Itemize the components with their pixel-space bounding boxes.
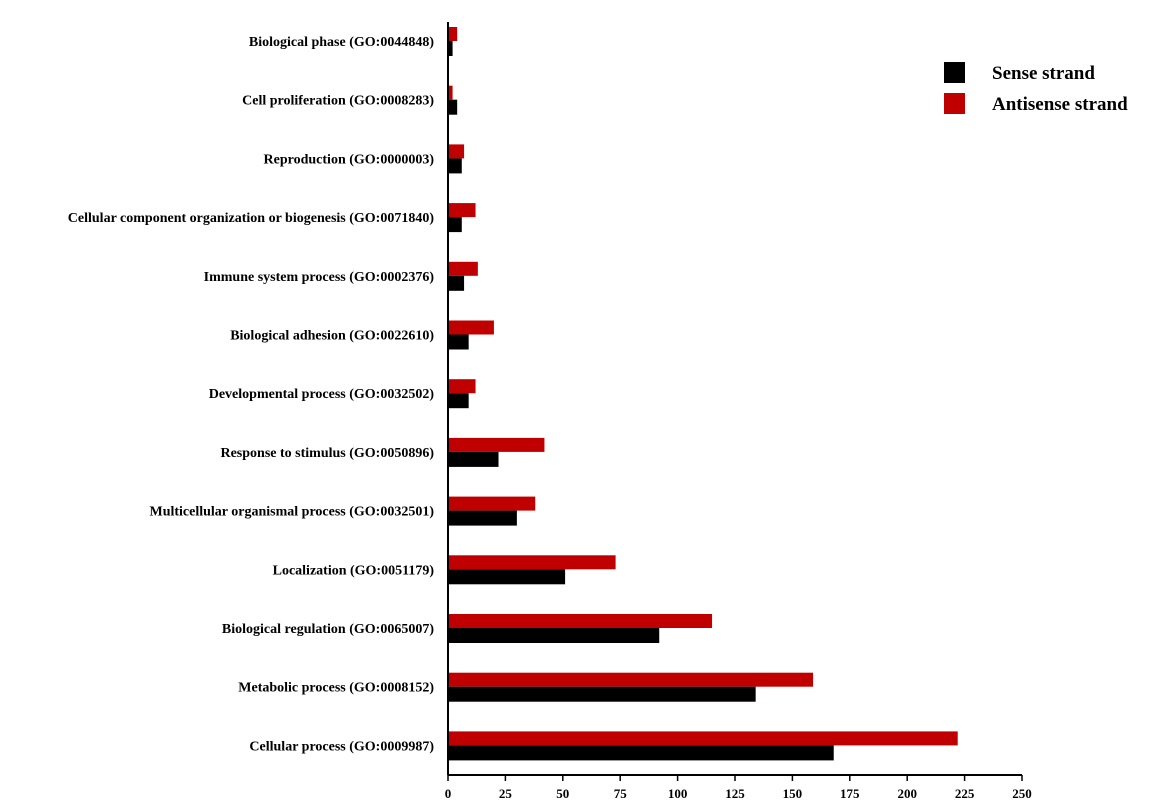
legend-swatch-antisense: [944, 93, 965, 114]
category-label-10: Biological regulation (GO:0065007): [222, 622, 434, 637]
x-tick-label-6: 150: [783, 786, 803, 801]
category-label-2: Reproduction (GO:0000003): [264, 152, 435, 167]
bar-sense-3: [448, 217, 462, 233]
bars-group: [448, 27, 958, 761]
bar-antisense-6: [448, 379, 476, 394]
category-label-12: Cellular process (GO:0009987): [249, 739, 434, 754]
x-tick-label-7: 175: [840, 786, 860, 801]
bar-antisense-2: [448, 144, 465, 159]
legend: Sense strand Antisense strand: [944, 62, 1128, 115]
category-label-5: Biological adhesion (GO:0022610): [230, 329, 434, 344]
bar-sense-4: [448, 275, 465, 291]
bar-sense-1: [448, 99, 458, 115]
category-label-7: Response to stimulus (GO:0050896): [220, 446, 434, 461]
bar-antisense-9: [448, 555, 616, 570]
bar-antisense-4: [448, 261, 478, 276]
x-tick-label-3: 75: [614, 786, 628, 801]
bar-sense-11: [448, 686, 756, 702]
bar-sense-6: [448, 393, 469, 409]
bar-antisense-10: [448, 614, 713, 628]
bar-antisense-11: [448, 672, 814, 687]
bar-antisense-1: [448, 85, 453, 100]
category-label-3: Cellular component organization or bioge…: [68, 211, 435, 226]
bar-antisense-0: [448, 27, 458, 41]
x-tick-label-10: 250: [1012, 786, 1032, 801]
legend-label-sense: Sense strand: [992, 63, 1095, 84]
category-label-11: Metabolic process (GO:0008152): [238, 681, 434, 696]
bar-antisense-5: [448, 320, 494, 335]
bar-sense-7: [448, 451, 499, 467]
bar-antisense-8: [448, 496, 536, 511]
x-tick-label-5: 125: [725, 786, 745, 801]
bar-sense-8: [448, 510, 517, 526]
bar-sense-2: [448, 158, 462, 174]
legend-swatch-sense: [944, 62, 965, 83]
bar-sense-10: [448, 628, 660, 643]
category-labels: Biological phase (GO:0044848) Cell prolif…: [68, 35, 435, 754]
bar-antisense-7: [448, 437, 545, 452]
x-tick-label-9: 225: [955, 786, 975, 801]
category-label-6: Developmental process (GO:0032502): [209, 387, 435, 402]
x-tick-label-1: 25: [499, 786, 513, 801]
bar-antisense-3: [448, 203, 476, 218]
bar-sense-9: [448, 569, 566, 585]
category-label-4: Immune system process (GO:0002376): [204, 270, 435, 285]
category-label-9: Localization (GO:0051179): [273, 563, 435, 578]
bar-sense-5: [448, 334, 469, 350]
bar-antisense-12: [448, 731, 958, 746]
x-axis-ticks: 0 25 50 75 100 125 150 175 200 225 250: [445, 775, 1032, 801]
x-tick-label-2: 50: [556, 786, 569, 801]
legend-label-antisense: Antisense strand: [992, 94, 1128, 115]
category-label-8: Multicellular organismal process (GO:003…: [149, 505, 434, 520]
x-tick-label-0: 0: [445, 786, 452, 801]
x-tick-label-8: 200: [897, 786, 917, 801]
category-label-1: Cell proliferation (GO:0008283): [242, 94, 434, 109]
bar-sense-12: [448, 745, 834, 761]
category-label-0: Biological phase (GO:0044848): [249, 35, 434, 50]
bar-sense-0: [448, 41, 453, 56]
x-tick-label-4: 100: [668, 786, 688, 801]
